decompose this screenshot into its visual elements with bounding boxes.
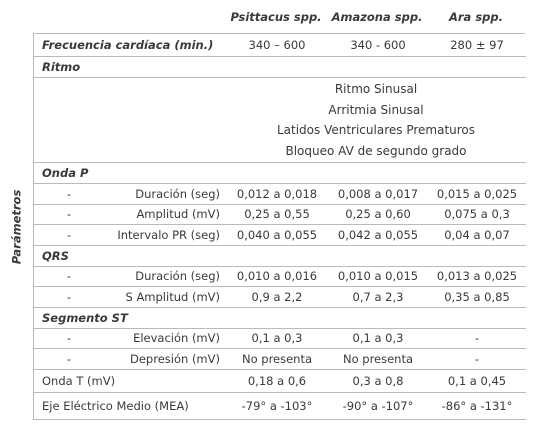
- row-label-cell: - Amplitud (mV): [34, 205, 226, 225]
- column-header: Ara spp.: [448, 9, 503, 24]
- column-header: Psittacus spp.: [230, 9, 322, 24]
- table-body: Frecuencia cardíaca (min.) 340 – 600 340 -…: [33, 34, 526, 420]
- section-row: Segmento ST: [34, 308, 526, 329]
- value-cell: -90° a -107°: [342, 398, 414, 413]
- value-cell: 0,7 a 2,3: [352, 289, 404, 304]
- row-label: Duración (seg): [135, 186, 220, 201]
- column-header: Amazona spp.: [331, 9, 423, 24]
- row-label: Eje Eléctrico Medio (MEA): [42, 398, 189, 413]
- rhythm-item: Arritmia Sinusal: [328, 102, 424, 117]
- rhythm-item: Ritmo Sinusal: [334, 82, 418, 96]
- section-label: Onda P: [42, 166, 89, 180]
- row-label: Frecuencia cardíaca (min.): [42, 38, 214, 52]
- section-row: Ritmo: [34, 57, 526, 78]
- value-cell: 0,18 a 0,6: [247, 373, 307, 388]
- value-cell: No presenta: [241, 351, 313, 366]
- value-cell: 0,015 a 0,025: [436, 186, 518, 201]
- value-cell: 0,040 a 0,055: [236, 227, 318, 242]
- row-label: Amplitud (mV): [136, 207, 220, 222]
- value-cell: 340 - 600: [350, 38, 406, 52]
- value-cell: 0,25 a 0,60: [345, 207, 411, 222]
- value-cell: 340 – 600: [248, 38, 306, 52]
- row-marker: -: [66, 186, 72, 201]
- section-label: QRS: [42, 248, 69, 263]
- value-cell: 0,9 a 2,2: [251, 289, 303, 304]
- row-label: Onda T (mV): [42, 373, 116, 388]
- value-cell: -: [474, 331, 480, 346]
- value-cell: 0,042 a 0,055: [337, 227, 419, 242]
- value-cell: 0,010 a 0,015: [337, 269, 419, 284]
- rhythm-item: Latidos Ventriculares Prematuros: [276, 123, 476, 137]
- data-row: - Elevación (mV) 0,1 a 0,3 0,1 a 0,3 -: [34, 329, 526, 349]
- row-label-cell: - Duración (seg): [34, 184, 226, 204]
- rhythm-list: Ritmo Sinusal Arritmia Sinusal Latidos Ven…: [226, 78, 526, 162]
- value-cell: 0,013 a 0,025: [436, 269, 518, 284]
- data-row: Frecuencia cardíaca (min.) 340 – 600 340 -…: [34, 34, 526, 57]
- row-label: S Amplitud (mV): [125, 289, 220, 304]
- value-cell: No presenta: [342, 351, 414, 366]
- value-cell: 0,008 a 0,017: [337, 186, 419, 201]
- row-marker: -: [66, 331, 72, 346]
- blank-cell: [34, 78, 226, 162]
- data-row: Onda T (mV) 0,18 a 0,6 0,3 a 0,8 0,1 a 0,45: [34, 370, 526, 393]
- row-marker: -: [66, 269, 72, 284]
- value-cell: 0,25 a 0,55: [244, 207, 310, 222]
- row-marker: -: [66, 289, 72, 304]
- section-row: Onda P: [34, 163, 526, 184]
- value-cell: 0,1 a 0,3: [352, 331, 404, 346]
- row-label: Elevación (mV): [133, 331, 220, 346]
- row-marker: -: [66, 227, 72, 242]
- row-label-cell: - Duración (seg): [34, 267, 226, 287]
- header-blank: [33, 0, 225, 33]
- row-label: Duración (seg): [135, 269, 220, 284]
- value-cell: 0,3 a 0,8: [352, 373, 404, 388]
- value-cell: 0,010 a 0,016: [236, 269, 318, 284]
- row-label-cell: - Intervalo PR (seg): [34, 225, 226, 245]
- row-marker: -: [66, 351, 72, 366]
- header-row: Psittacus spp. Amazona spp. Ara spp.: [33, 0, 525, 34]
- row-label-cell: - S Amplitud (mV): [34, 287, 226, 307]
- value-cell: -: [474, 351, 480, 366]
- value-cell: 0,1 a 0,3: [251, 331, 303, 346]
- rhythm-row: Ritmo Sinusal Arritmia Sinusal Latidos Ven…: [34, 78, 526, 163]
- data-row: - Duración (seg) 0,010 a 0,016 0,010 a 0,01…: [34, 267, 526, 287]
- data-row: - S Amplitud (mV) 0,9 a 2,2 0,7 a 2,3 0,35 a…: [34, 287, 526, 308]
- data-row: Eje Eléctrico Medio (MEA) -79° a -103° -90…: [34, 393, 526, 420]
- value-cell: 0,075 a 0,3: [444, 207, 510, 222]
- rhythm-item: Bloqueo AV de segundo grado: [285, 143, 467, 158]
- value-cell: 0,012 a 0,018: [236, 186, 318, 201]
- value-cell: 0,1 a 0,45: [447, 373, 507, 388]
- row-marker: -: [66, 207, 72, 222]
- section-label: Ritmo: [42, 60, 81, 74]
- data-row: - Depresión (mV) No presenta No presenta -: [34, 349, 526, 370]
- value-cell: -79° a -103°: [241, 398, 313, 413]
- section-label: Segmento ST: [42, 310, 128, 325]
- data-row: - Duración (seg) 0,012 a 0,018 0,008 a 0,01…: [34, 184, 526, 205]
- value-cell: -86° a -131°: [441, 398, 513, 413]
- value-cell: 0,04 a 0,07: [444, 227, 510, 242]
- data-row: - Amplitud (mV) 0,25 a 0,55 0,25 a 0,60 0,07…: [34, 205, 526, 225]
- value-cell: 0,35 a 0,85: [444, 289, 510, 304]
- data-row: - Intervalo PR (seg) 0,040 a 0,055 0,042 a …: [34, 225, 526, 246]
- value-cell: 280 ± 97: [450, 38, 504, 52]
- section-row: QRS: [34, 246, 526, 267]
- side-label-cell: Parámetros: [0, 34, 33, 420]
- row-label: Depresión (mV): [130, 351, 220, 366]
- row-label-cell: - Depresión (mV): [34, 349, 226, 369]
- row-label: Intervalo PR (seg): [117, 227, 220, 242]
- side-label: Parámetros: [9, 189, 24, 265]
- row-label-cell: - Elevación (mV): [34, 329, 226, 349]
